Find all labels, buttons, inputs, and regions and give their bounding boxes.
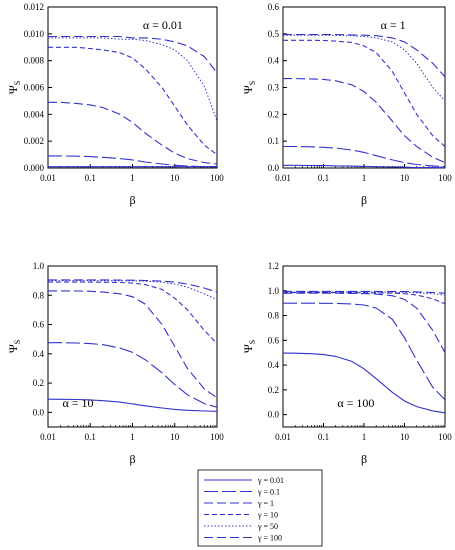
y-tick-label: 0.6 (268, 335, 280, 345)
y-tick-label: 0.0 (268, 410, 280, 420)
y-axis-label: ΨS (6, 81, 22, 94)
y-tick-label: 0.012 (24, 2, 44, 12)
y-axis-label: ΨS (6, 340, 22, 353)
series-line-3 (48, 290, 218, 399)
series-line-5 (283, 291, 446, 296)
y-tick-label: 0.2 (268, 385, 279, 395)
y-tick-label: 0.2 (33, 378, 44, 388)
series-line-6 (283, 290, 446, 294)
legend-label-3: γ = 1 (257, 499, 274, 508)
series-line-2 (48, 155, 217, 168)
series-line-4 (283, 292, 446, 305)
x-tick-label: 100 (210, 173, 224, 183)
y-tick-label: 0.6 (33, 320, 45, 330)
y-tick-label: 0.006 (24, 83, 45, 93)
y-tick-label: 0.8 (268, 311, 280, 321)
panel-annotation: α = 100 (337, 396, 374, 410)
x-tick-label: 0.1 (318, 432, 329, 442)
x-tick-label: 10 (400, 173, 410, 183)
x-tick-label: 1 (130, 432, 135, 442)
y-tick-label: 0.2 (268, 109, 279, 119)
legend-label-6: γ = 100 (257, 534, 282, 543)
x-tick-label: 1 (362, 432, 367, 442)
series-line-5 (283, 34, 446, 102)
plot-frame (47, 6, 218, 169)
series-line-3 (48, 101, 218, 165)
legend-label-5: γ = 50 (257, 522, 278, 531)
y-tick-label: 1.0 (268, 286, 280, 296)
plot-frame (282, 6, 446, 169)
x-tick-label: 100 (438, 173, 452, 183)
y-tick-label: 1.2 (268, 261, 279, 271)
legend-label-4: γ = 10 (257, 511, 278, 520)
y-tick-label: 0.8 (33, 290, 45, 300)
series-line-6 (283, 34, 446, 78)
y-tick-label: 0.4 (268, 56, 280, 66)
y-tick-label: 0.010 (24, 29, 45, 39)
y-tick-label: 0.5 (268, 29, 280, 39)
x-tick-label: 0.1 (85, 432, 96, 442)
x-tick-label: 0.01 (275, 432, 291, 442)
x-tick-label: 0.1 (85, 173, 96, 183)
y-tick-label: 0.000 (24, 163, 45, 173)
chart-panel-3: 0.01 0.1 1 10 100 0.0 0.2 0.4 0.6 0.8 1.0 β ΨS α = 10 (6, 261, 224, 466)
y-tick-label: 0.3 (268, 83, 280, 93)
y-tick-label: 0.0 (268, 163, 280, 173)
chart-panel-1: 0.01 0.1 1 10 100 0.000 0.002 0.004 0.006 0.008 0.… (6, 2, 224, 207)
y-axis-label: ΨS (241, 81, 257, 94)
y-tick-label: 0.4 (33, 349, 45, 359)
legend-label-2: γ = 0.1 (257, 488, 280, 497)
x-axis-label: β (361, 452, 367, 466)
series-line-6 (48, 35, 218, 74)
y-tick-label: 0.4 (268, 360, 280, 370)
series-line-5 (48, 37, 218, 122)
panel-annotation: α = 10 (62, 396, 93, 410)
series-line-4 (48, 46, 218, 156)
y-tick-label: 0.0 (33, 407, 45, 417)
panel-annotation: α = 0.01 (143, 18, 183, 32)
panel-annotation: α = 1 (381, 18, 406, 32)
y-tick-label: 0.6 (268, 2, 280, 12)
series-line-6 (48, 279, 218, 293)
series-line-2 (283, 302, 446, 401)
x-tick-label: 1 (130, 173, 135, 183)
y-tick-label: 0.004 (24, 109, 45, 119)
x-tick-label: 100 (438, 432, 452, 442)
chart-panel-2: 0.01 0.1 1 10 100 0.0 0.1 0.2 0.3 0.4 0.5 0.6 β ΨS α =… (241, 2, 452, 207)
series-line-2 (283, 145, 446, 168)
series-line-2 (48, 342, 218, 408)
x-tick-label: 0.01 (40, 173, 56, 183)
series-line-3 (283, 292, 446, 353)
x-tick-label: 100 (210, 432, 224, 442)
x-axis-label: β (129, 452, 135, 466)
series-line-4 (283, 39, 446, 147)
series-line-3 (283, 78, 446, 164)
x-tick-label: 10 (400, 432, 410, 442)
x-tick-label: 10 (170, 432, 180, 442)
y-tick-label: 0.002 (24, 136, 44, 146)
series-line-1 (47, 398, 218, 412)
y-axis-label: ΨS (241, 340, 257, 353)
legend: γ = 0.01 γ = 0.1 γ = 1 γ = 10 γ = 50 γ = 100 (197, 469, 323, 547)
y-tick-label: 1.0 (33, 261, 45, 271)
x-tick-label: 0.01 (40, 432, 56, 442)
x-tick-label: 0.1 (318, 173, 329, 183)
series-line-4 (48, 281, 218, 344)
series-line-1 (282, 352, 446, 414)
x-tick-label: 0.01 (275, 173, 291, 183)
x-tick-label: 10 (170, 173, 180, 183)
y-tick-label: 0.1 (268, 136, 279, 146)
series-line-1 (283, 164, 446, 169)
chart-panel-4: 0.01 0.1 1 10 100 0.0 0.2 0.4 0.6 0.8 1.0 1.2 β ΨS α =… (241, 261, 452, 466)
x-tick-label: 1 (362, 173, 367, 183)
y-tick-label: 0.008 (24, 56, 45, 66)
legend-box (197, 469, 323, 547)
series-line-5 (48, 280, 218, 301)
x-axis-label: β (129, 193, 135, 207)
x-axis-label: β (361, 193, 367, 207)
legend-label-1: γ = 0.01 (257, 476, 284, 485)
